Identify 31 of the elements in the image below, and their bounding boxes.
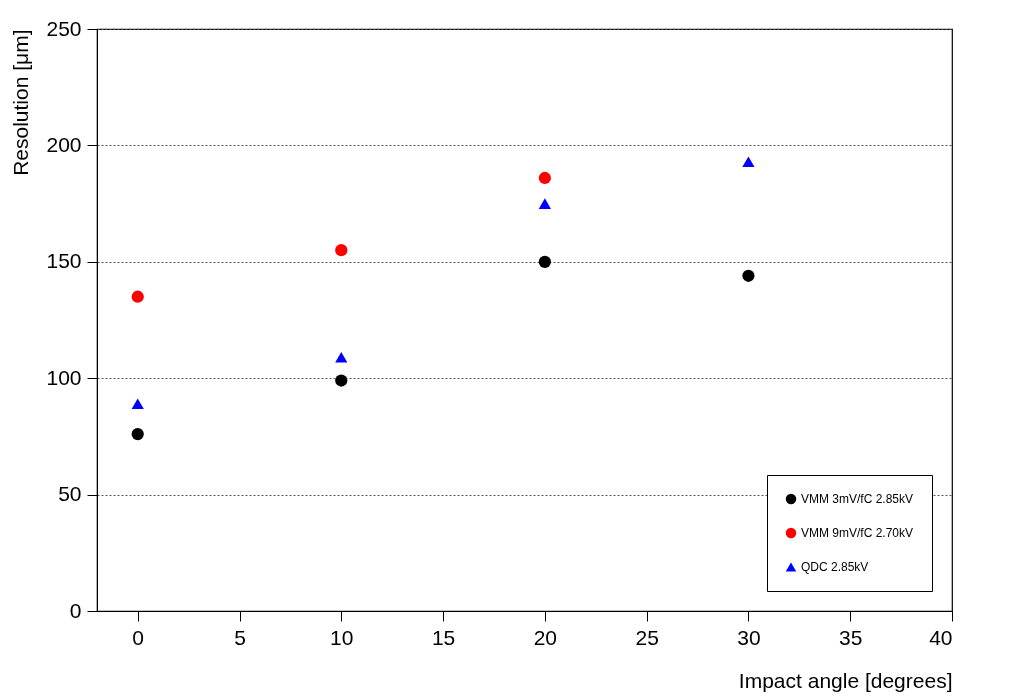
y-tick-label: 0 (69, 598, 82, 622)
x-tick-label: 10 (330, 625, 354, 649)
x-tick-label: 35 (839, 625, 863, 649)
y-tick-label: 150 (46, 249, 82, 273)
x-tick-label: 40 (929, 625, 953, 649)
point (335, 351, 348, 363)
x-tick-label: 15 (431, 625, 456, 649)
x-tick-label: 5 (234, 625, 246, 649)
y-tick-label: 250 (46, 16, 82, 40)
x-tick-label: 30 (737, 625, 761, 649)
point (335, 244, 348, 257)
point (131, 290, 144, 303)
y-tick-label: 50 (58, 482, 82, 506)
x-tick-label: 20 (533, 625, 558, 649)
point (131, 398, 144, 410)
y-tick-label: 200 (46, 132, 82, 156)
legend-label: VMM 3mV/fC 2.85kV (801, 492, 914, 506)
point (335, 374, 348, 387)
legend-label: VMM 9mV/fC 2.70kV (801, 526, 914, 540)
legend-label: QDC 2.85kV (801, 560, 869, 574)
point (538, 171, 551, 185)
point (742, 156, 755, 167)
y-tick-label: 100 (46, 365, 82, 389)
x-axis-title: Impact angle [degrees] (738, 668, 953, 692)
y-axis-title: Resolution [μm] (9, 29, 33, 176)
point (131, 427, 144, 441)
x-tick-label: 25 (635, 625, 659, 649)
point (538, 198, 551, 209)
point (742, 269, 755, 282)
x-tick-label: 0 (132, 625, 145, 649)
point (538, 255, 551, 268)
